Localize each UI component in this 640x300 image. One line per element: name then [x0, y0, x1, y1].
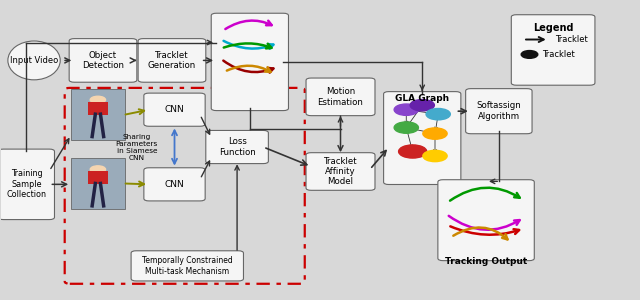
Text: Tracklet
Generation: Tracklet Generation — [148, 51, 196, 70]
FancyBboxPatch shape — [0, 149, 54, 220]
FancyBboxPatch shape — [511, 15, 595, 85]
Text: Sharing
Parameters
in Siamese
CNN: Sharing Parameters in Siamese CNN — [116, 134, 158, 160]
Circle shape — [90, 96, 106, 103]
FancyBboxPatch shape — [88, 171, 108, 184]
Text: Motion
Estimation: Motion Estimation — [317, 87, 364, 106]
FancyBboxPatch shape — [138, 39, 206, 82]
Text: Training
Sample
Collection: Training Sample Collection — [6, 169, 46, 199]
Text: Temporally Constrained
Multi-task Mechanism: Temporally Constrained Multi-task Mechan… — [142, 256, 233, 276]
FancyBboxPatch shape — [71, 89, 125, 140]
Text: Tracking Output: Tracking Output — [445, 257, 527, 266]
Circle shape — [90, 166, 106, 173]
Text: CNN: CNN — [164, 180, 184, 189]
Circle shape — [410, 100, 435, 111]
Text: GLA Graph: GLA Graph — [395, 94, 449, 103]
Circle shape — [521, 51, 538, 58]
FancyBboxPatch shape — [69, 39, 137, 82]
FancyBboxPatch shape — [438, 180, 534, 261]
FancyBboxPatch shape — [306, 78, 375, 116]
Text: Input Video: Input Video — [10, 56, 58, 65]
Circle shape — [394, 104, 419, 116]
Circle shape — [423, 128, 447, 139]
FancyBboxPatch shape — [71, 158, 125, 209]
FancyBboxPatch shape — [144, 168, 205, 201]
Text: Tracklet: Tracklet — [542, 50, 575, 59]
Text: Tracklet
Affinity
Model: Tracklet Affinity Model — [324, 157, 357, 186]
Text: Loss
Function: Loss Function — [219, 137, 255, 157]
Circle shape — [426, 109, 451, 120]
FancyBboxPatch shape — [131, 251, 243, 281]
Circle shape — [423, 150, 447, 162]
Text: Object
Detection: Object Detection — [82, 51, 124, 70]
Text: CNN: CNN — [164, 105, 184, 114]
Circle shape — [394, 122, 419, 133]
FancyBboxPatch shape — [206, 130, 268, 164]
Circle shape — [399, 145, 427, 158]
Ellipse shape — [8, 41, 60, 80]
FancyBboxPatch shape — [144, 93, 205, 126]
Text: Legend: Legend — [533, 22, 573, 33]
FancyBboxPatch shape — [466, 88, 532, 134]
FancyBboxPatch shape — [211, 13, 289, 111]
Text: Softassign
Algorithm: Softassign Algorithm — [476, 101, 521, 121]
FancyBboxPatch shape — [383, 92, 461, 184]
FancyBboxPatch shape — [306, 153, 375, 190]
Text: Tracklet: Tracklet — [555, 35, 588, 44]
FancyBboxPatch shape — [88, 102, 108, 115]
